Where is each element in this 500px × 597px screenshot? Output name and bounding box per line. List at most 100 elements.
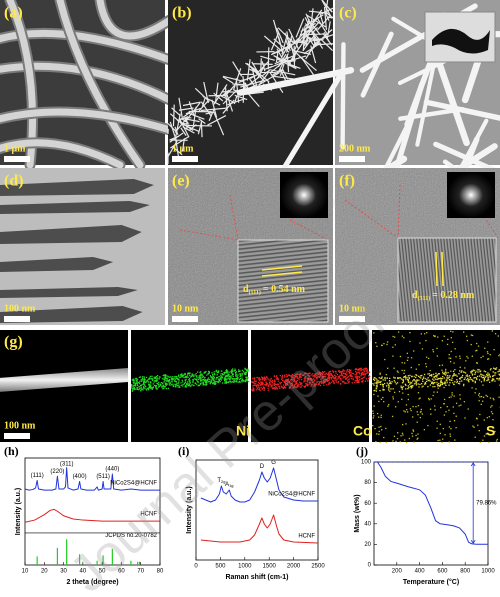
element-signal (215, 381, 216, 382)
element-signal (480, 357, 481, 358)
element-signal (163, 375, 164, 376)
element-signal (498, 355, 499, 356)
element-signal (455, 427, 456, 428)
element-signal (485, 376, 486, 377)
element-signal (408, 394, 409, 395)
element-signal (414, 380, 415, 381)
element-signal (234, 369, 235, 370)
element-signal (455, 374, 456, 375)
element-signal (166, 375, 167, 376)
element-signal (487, 341, 488, 342)
element-signal (383, 379, 384, 380)
element-signal (458, 405, 459, 406)
element-signal (436, 376, 437, 377)
element-signal (455, 356, 456, 357)
element-signal (402, 392, 403, 393)
element-signal (466, 375, 467, 376)
x-tick-label: 1000 (481, 569, 495, 575)
element-signal (187, 377, 188, 378)
element-signal (452, 382, 453, 383)
element-signal (433, 391, 434, 392)
element-signal (472, 335, 473, 336)
element-signal (492, 330, 493, 331)
element-signal (359, 377, 360, 378)
element-signal (420, 377, 421, 378)
element-signal (366, 370, 367, 371)
x-axis-label: Temperature (°C) (403, 578, 459, 586)
element-signal (217, 374, 218, 375)
element-signal (477, 376, 478, 377)
element-signal (253, 382, 254, 383)
element-signal (449, 382, 450, 383)
element-signal (494, 380, 495, 381)
element-signal (178, 383, 179, 384)
element-signal (478, 395, 479, 396)
element-signal (191, 375, 192, 376)
element-signal (440, 381, 441, 382)
element-signal (162, 388, 163, 389)
element-signal (482, 440, 483, 441)
element-signal (362, 369, 363, 370)
element-signal (437, 355, 438, 356)
element-signal (145, 386, 146, 387)
element-signal (493, 398, 494, 399)
element-signal (450, 331, 451, 332)
x-tick-label: 500 (215, 564, 226, 570)
element-signal (418, 364, 419, 365)
element-signal (442, 365, 443, 366)
element-signal (141, 381, 142, 382)
element-signal (357, 376, 358, 377)
element-signal (446, 377, 447, 378)
element-signal (477, 369, 478, 370)
element-signal (475, 371, 476, 372)
element-signal (397, 382, 398, 383)
element-signal (452, 342, 453, 343)
element-signal (452, 394, 453, 395)
element-signal (387, 377, 388, 378)
element-signal (352, 378, 353, 379)
peak-label: (111) (31, 473, 44, 479)
element-signal (430, 370, 431, 371)
element-signal (209, 379, 210, 380)
element-signal (412, 385, 413, 386)
element-signal (383, 384, 384, 385)
element-signal (416, 375, 417, 376)
element-signal (416, 382, 417, 383)
element-signal (429, 373, 430, 374)
element-signal (487, 375, 488, 376)
element-signal (229, 379, 230, 380)
element-signal (197, 371, 198, 372)
element-signal (241, 375, 242, 376)
series-name: NiCo2S4@HCNF (268, 492, 315, 498)
element-signal (412, 435, 413, 436)
element-signal (414, 379, 415, 380)
element-signal (433, 374, 434, 375)
element-signal (454, 420, 455, 421)
element-signal (413, 350, 414, 351)
element-signal (372, 383, 373, 384)
element-signal (418, 383, 419, 384)
element-signal (203, 382, 204, 383)
element-signal (367, 369, 368, 370)
element-signal (489, 382, 490, 383)
element-signal (183, 377, 184, 378)
element-signal (176, 383, 177, 384)
element-signal (490, 369, 491, 370)
element-signal (148, 378, 149, 379)
element-signal (430, 409, 431, 410)
element-signal (151, 376, 152, 377)
element-signal (406, 377, 407, 378)
element-signal (448, 441, 449, 442)
element-signal (481, 404, 482, 405)
element-signal (133, 385, 134, 386)
element-signal (405, 384, 406, 385)
element-signal (171, 378, 172, 379)
element-signal (467, 378, 468, 379)
element-signal (412, 406, 413, 407)
element-signal (190, 382, 191, 383)
element-signal (460, 398, 461, 399)
element-signal (221, 376, 222, 377)
element-signal (491, 405, 492, 406)
element-signal (365, 373, 366, 374)
element-signal (230, 377, 231, 378)
